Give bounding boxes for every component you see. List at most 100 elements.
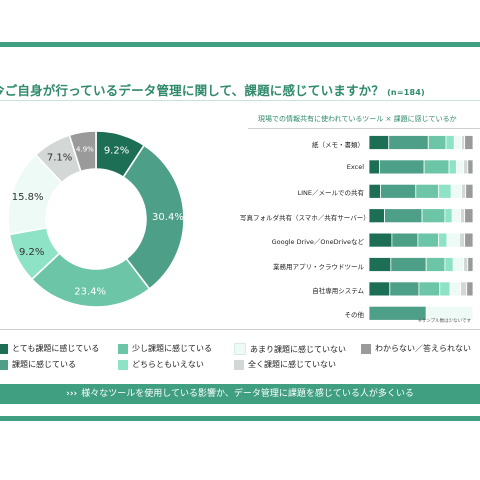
bar-segment bbox=[389, 281, 420, 297]
bar-segment bbox=[427, 135, 447, 150]
summary-banner: ››› 様々なツールを使用している影響か、データ管理に課題を感じている人が多くいる bbox=[0, 384, 480, 404]
bar-row-label: 業務用アプリ・クラウドツール bbox=[273, 262, 364, 271]
bar-segment bbox=[425, 305, 474, 321]
legend-swatch bbox=[361, 343, 371, 354]
question-text: 今ご自身が行っているデータ管理に関して、課題に感じていますか？ bbox=[0, 83, 385, 98]
donut-chart: 9.2% 30.4% 23.4% 9.2% 15.8% 7.1% 4.9% bbox=[7, 130, 185, 308]
donut-slice bbox=[68, 130, 97, 173]
bar-segment bbox=[415, 183, 440, 199]
bar-segment bbox=[465, 183, 474, 199]
bar-segment bbox=[368, 232, 393, 248]
donut-slice-label: 9.2% bbox=[19, 247, 44, 258]
top-accent-bar bbox=[0, 42, 480, 47]
bar-segment bbox=[448, 159, 457, 175]
bar-segment bbox=[380, 183, 417, 199]
legend-item: 少し課題に感じている bbox=[118, 343, 212, 354]
bar-segment bbox=[464, 208, 474, 224]
legend-item: 課題に感じている bbox=[0, 359, 76, 370]
bar-segment bbox=[368, 183, 381, 199]
donut-slice-label: 4.9% bbox=[76, 145, 94, 153]
bar-segment bbox=[467, 159, 474, 175]
bar-segment bbox=[446, 232, 460, 248]
bar-segment bbox=[388, 135, 429, 150]
bar-chart-title: 現場での情報共有に使われているツール × 課題に感じているか bbox=[258, 115, 457, 123]
sample-size: (n=184) bbox=[387, 88, 425, 97]
bar-segment bbox=[455, 159, 465, 175]
legend-divider bbox=[0, 329, 480, 330]
legend-swatch bbox=[234, 359, 244, 370]
bar-row-label: 写真フォルダ共有（スマホ／共有サーバー） bbox=[240, 213, 370, 222]
bar-segment bbox=[438, 232, 448, 248]
legend-item: どちらともいえない bbox=[118, 359, 204, 370]
legend-label: どちらともいえない bbox=[132, 360, 204, 369]
legend-label: わからない／答えられない bbox=[375, 344, 471, 353]
legend-swatch bbox=[234, 343, 246, 355]
survey-question: 今ご自身が行っているデータ管理に関して、課題に感じていますか？ (n=184) bbox=[0, 80, 480, 99]
bar-segment bbox=[450, 183, 462, 199]
legend-swatch bbox=[0, 359, 8, 370]
bar-segment bbox=[423, 159, 450, 175]
bar-segment bbox=[425, 257, 446, 272]
legend-label: あまり課題に感じていない bbox=[250, 344, 346, 354]
legend-label: 少し課題に感じている bbox=[132, 344, 212, 353]
bar-segment bbox=[463, 257, 469, 272]
bottom-accent-bar bbox=[0, 416, 480, 421]
bar-segment bbox=[418, 281, 441, 297]
legend-swatch bbox=[118, 359, 128, 370]
donut-slice-label: 23.4% bbox=[74, 286, 106, 297]
bar-segment bbox=[417, 232, 440, 248]
bar-segment bbox=[368, 281, 391, 297]
banner-text: 様々なツールを使用している影響か、データ管理に課題を感じている人が多くいる bbox=[81, 389, 414, 399]
legend-label: とても課題に感じている bbox=[12, 344, 100, 353]
bar-segment bbox=[460, 208, 466, 224]
bar-segment bbox=[378, 159, 425, 175]
bar-segment bbox=[466, 281, 474, 297]
bar-chart-title-rule bbox=[248, 128, 480, 129]
bar-segment bbox=[460, 281, 468, 297]
donut-slice bbox=[122, 144, 185, 290]
donut-slice-label: 9.2% bbox=[104, 145, 129, 156]
legend-label: 課題に感じている bbox=[12, 360, 76, 369]
bar-segment bbox=[461, 183, 467, 199]
stacked-bar-chart bbox=[368, 135, 474, 321]
legend-item: とても課題に感じている bbox=[0, 343, 99, 354]
bar-segment bbox=[368, 135, 390, 150]
chevron-right-icon: ››› bbox=[66, 389, 78, 399]
legend-item: 全く課題に感じていない bbox=[234, 359, 336, 370]
bar-segment bbox=[438, 183, 452, 199]
bar-segment bbox=[461, 135, 466, 150]
bar-segment bbox=[439, 281, 451, 297]
sample-footnote: ※サンプル数は少ないです bbox=[418, 319, 471, 324]
bar-segment bbox=[449, 281, 461, 297]
bar-row-label: LINE／メールでの共有 bbox=[297, 189, 364, 198]
bar-segment bbox=[463, 159, 469, 175]
donut-slice-label: 15.8% bbox=[12, 192, 44, 203]
bar-segment bbox=[464, 232, 474, 248]
legend-label: 全く課題に感じていない bbox=[248, 360, 336, 369]
donut-slice-label: 7.1% bbox=[47, 152, 72, 163]
bar-segment bbox=[467, 257, 474, 272]
bar-segment bbox=[451, 208, 461, 224]
bar-segment bbox=[384, 208, 423, 224]
bar-segment bbox=[459, 232, 466, 248]
legend-item: あまり課題に感じていない bbox=[234, 343, 346, 355]
bar-row-label: その他 bbox=[344, 311, 365, 320]
bar-segment bbox=[390, 257, 427, 272]
bar-segment bbox=[368, 159, 380, 175]
legend-swatch bbox=[0, 343, 8, 354]
bar-row-label: 紙（メモ・書類） bbox=[312, 140, 364, 149]
bar-row-label: 自社専用システム bbox=[312, 286, 364, 295]
bar-segment bbox=[444, 208, 453, 224]
bar-segment bbox=[453, 135, 462, 150]
bar-row-label: Excel bbox=[346, 162, 364, 171]
bar-segment bbox=[368, 208, 386, 224]
legend-swatch bbox=[118, 343, 128, 354]
bar-segment bbox=[391, 232, 419, 248]
donut-slice-label: 30.4% bbox=[152, 212, 184, 223]
bar-row-label: Google Drive／OneDriveなど bbox=[271, 238, 364, 247]
bar-segment bbox=[445, 135, 455, 150]
bar-segment bbox=[368, 257, 392, 272]
question-underline bbox=[0, 100, 480, 101]
legend-item: わからない／答えられない bbox=[361, 343, 471, 354]
bar-segment bbox=[444, 257, 454, 272]
